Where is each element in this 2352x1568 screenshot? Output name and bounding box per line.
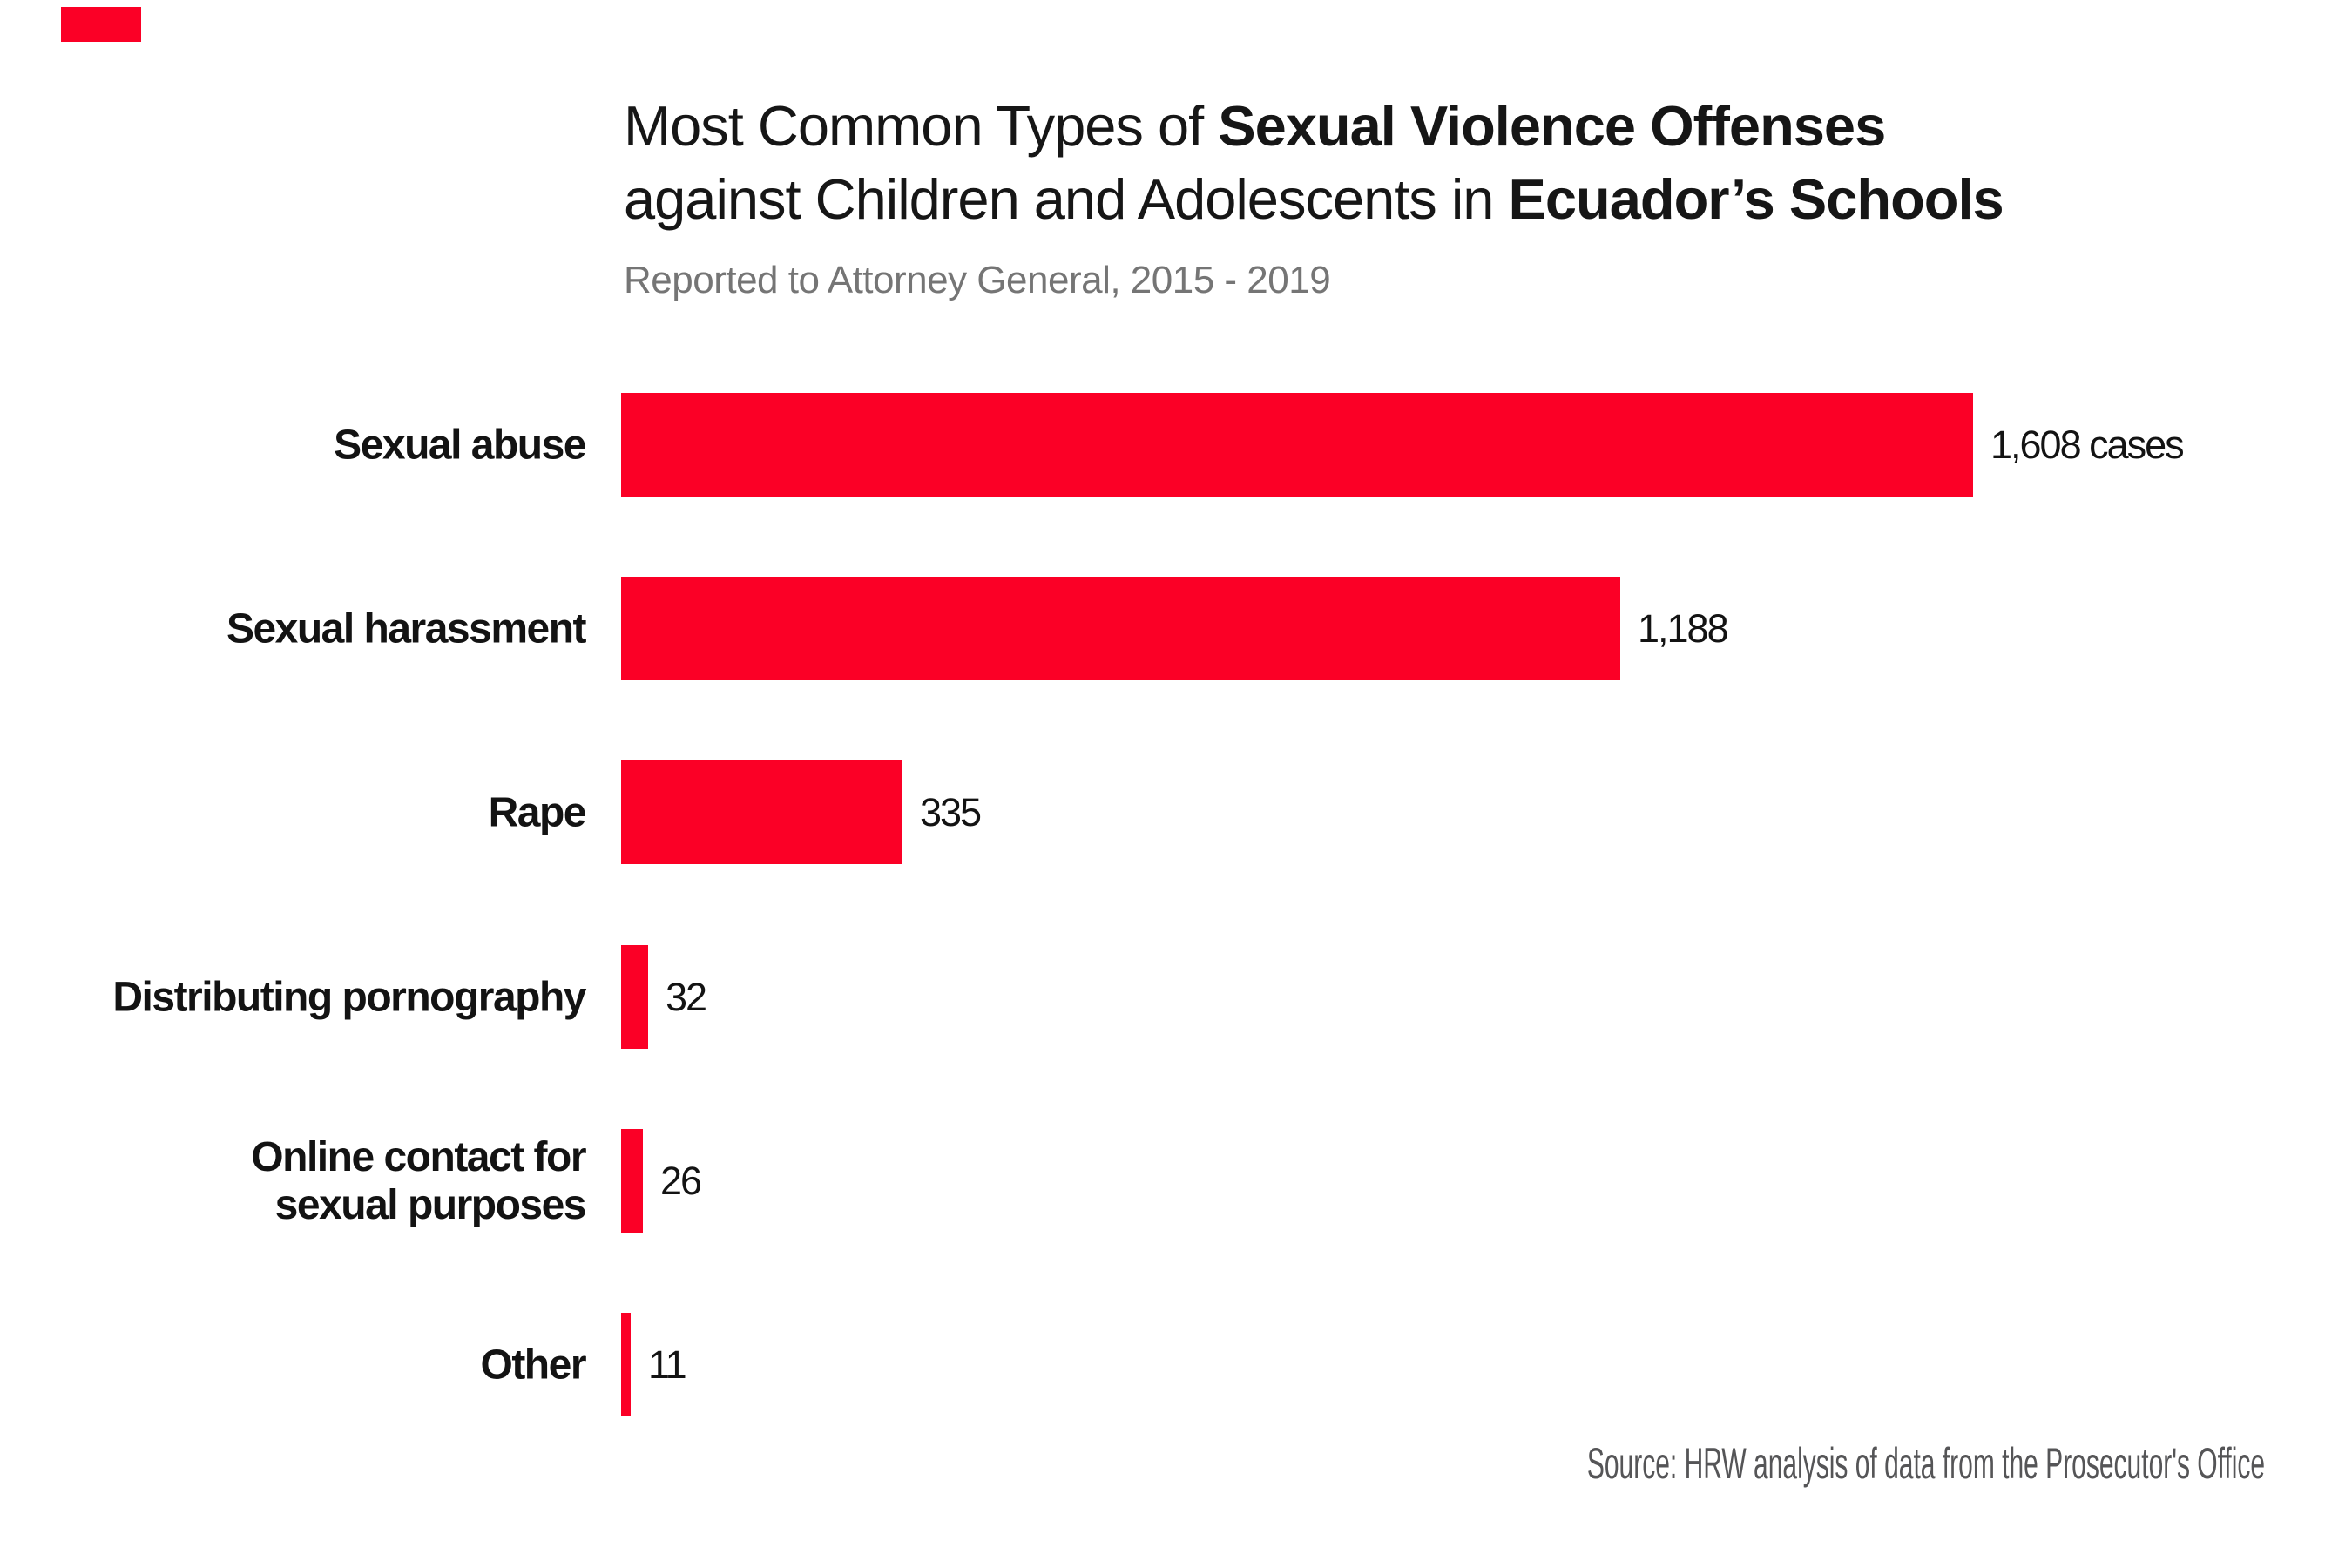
chart-row: Online contact for sexual purposes 26: [0, 1129, 2352, 1233]
hrw-red-logo-mark: [61, 7, 141, 42]
category-label: Rape: [488, 789, 587, 835]
value-label: 32: [666, 974, 707, 1019]
value-label: 11: [648, 1342, 687, 1387]
title-segment-bold: Sexual Violence Offenses: [1218, 94, 1886, 158]
title-segment: Most Common Types of: [624, 94, 1219, 158]
value-label: 1,188: [1638, 605, 1729, 651]
bar: [621, 393, 1973, 497]
bar: [621, 1129, 643, 1233]
category-label: Sexual abuse: [334, 422, 586, 468]
title-segment-bold: Ecuador’s Schools: [1508, 167, 2004, 231]
value-label: 1,608 cases: [1990, 422, 2185, 467]
chart-title: Most Common Types of Sexual Violence Off…: [624, 90, 2004, 236]
chart-subtitle: Reported to Attorney General, 2015 - 201…: [624, 259, 1331, 301]
chart-row: Sexual harassment 1,188: [0, 577, 2352, 680]
chart-row: Rape 335: [0, 760, 2352, 864]
title-line-1: Most Common Types of Sexual Violence Off…: [624, 90, 2004, 163]
chart-row: Other 11: [0, 1313, 2352, 1416]
category-label: Online contact for sexual purposes: [251, 1133, 586, 1228]
value-label: 26: [660, 1158, 702, 1203]
chart-row: Distributing pornography 32: [0, 945, 2352, 1049]
title-line-2: against Children and Adolescents in Ecua…: [624, 163, 2004, 236]
value-label: 335: [920, 789, 982, 835]
title-segment: against Children and Adolescents in: [624, 167, 1509, 231]
source-note: Source: HRW analysis of data from the Pr…: [1586, 1439, 2265, 1488]
bar: [621, 1313, 631, 1416]
category-label: Other: [480, 1342, 586, 1388]
category-label: Sexual harassment: [226, 605, 587, 652]
chart-row: Sexual abuse 1,608 cases: [0, 393, 2352, 497]
bar: [621, 577, 1620, 680]
category-label: Distributing pornography: [112, 974, 586, 1020]
bar: [621, 945, 648, 1049]
bar: [621, 760, 902, 864]
